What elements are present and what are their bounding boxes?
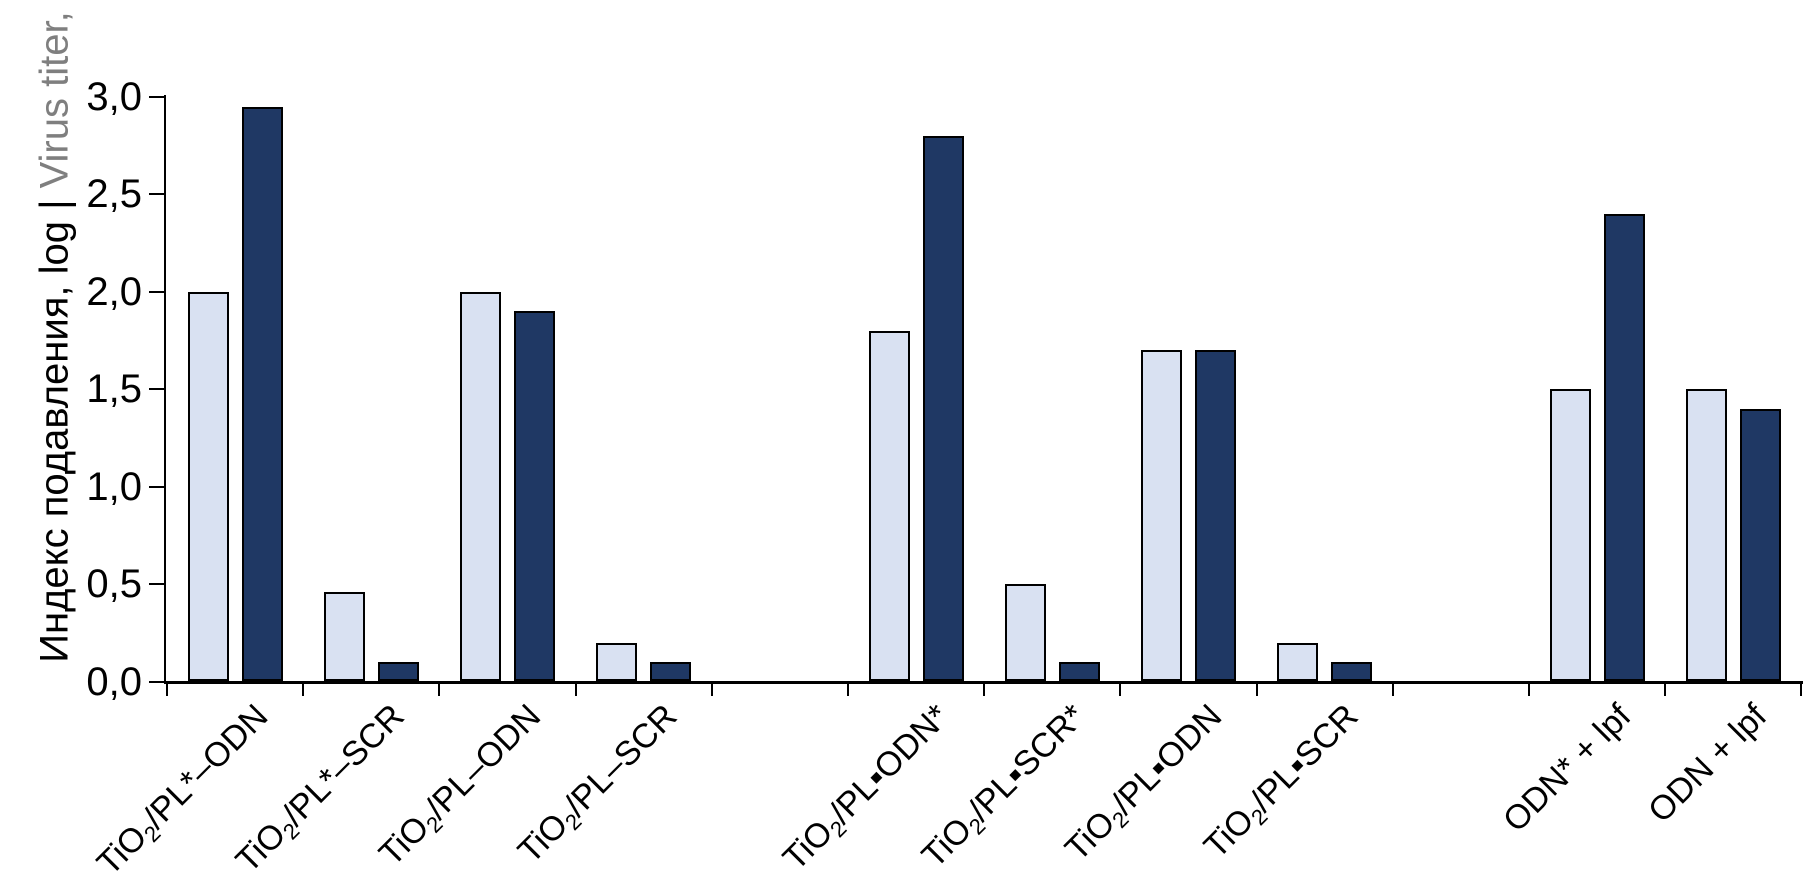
x-tick-mark xyxy=(710,682,713,696)
y-tick-mark xyxy=(148,388,166,391)
x-category-label-text: /PL▪ODN xyxy=(1104,697,1230,822)
x-tick-mark xyxy=(438,682,441,696)
bar-dark-navy-bars-4 xyxy=(650,662,692,682)
x-tick-mark xyxy=(983,682,986,696)
x-category-label-text: /PL*–ODN xyxy=(136,697,276,837)
y-tick-mark xyxy=(148,290,166,293)
bar-light-blue-bars-5 xyxy=(868,330,910,682)
x-axis-line xyxy=(163,680,1804,684)
x-tick-mark xyxy=(1800,682,1803,696)
bar-light-blue-bars-6 xyxy=(1004,584,1046,682)
y-tick-label: 3,0 xyxy=(86,75,142,119)
y-tick-label: 1,0 xyxy=(86,464,142,509)
bar-dark-navy-bars-3 xyxy=(513,311,555,682)
x-tick-mark xyxy=(574,682,577,696)
bar-light-blue-bars-1 xyxy=(187,291,229,682)
bar-light-blue-bars-2 xyxy=(323,591,365,682)
x-tick-mark xyxy=(1391,682,1394,696)
x-category-label-text: ODN* + lpf xyxy=(1495,697,1638,840)
y-tick-mark xyxy=(148,485,166,488)
bar-light-blue-bars-10 xyxy=(1685,389,1727,682)
bar-dark-navy-bars-9 xyxy=(1603,213,1645,682)
x-category-label-text: /PL–ODN xyxy=(418,697,549,827)
bar-dark-navy-bars-10 xyxy=(1739,408,1781,682)
y-tick-label: 1,5 xyxy=(86,367,142,412)
y-tick-mark xyxy=(148,193,166,196)
bar-light-blue-bars-3 xyxy=(459,291,501,682)
x-category-label-text: /PL▪SCR xyxy=(1243,697,1366,820)
bar-dark-navy-bars-5 xyxy=(922,135,964,682)
y-tick-mark xyxy=(148,583,166,586)
x-tick-mark xyxy=(1255,682,1258,696)
x-tick-mark xyxy=(1119,682,1122,696)
x-category-label-text: ODN + lpf xyxy=(1640,697,1775,831)
x-tick-mark xyxy=(302,682,305,696)
bar-dark-navy-bars-1 xyxy=(241,106,283,682)
bar-dark-navy-bars-8 xyxy=(1331,662,1373,682)
x-tick-mark xyxy=(846,682,849,696)
bar-light-blue-bars-4 xyxy=(596,642,638,682)
y-tick-label: 2,5 xyxy=(86,172,142,217)
x-category-label-text: /PL▪ODN* xyxy=(822,697,957,832)
bar-light-blue-bars-7 xyxy=(1140,350,1182,682)
bar-dark-navy-bars-2 xyxy=(377,662,419,682)
x-category-label-10: ODN + lpf xyxy=(1641,697,1775,831)
x-category-label-text: /PL▪SCR* xyxy=(961,697,1094,829)
y-tick-mark xyxy=(148,680,166,683)
y-tick-mark xyxy=(148,96,166,98)
x-category-label-text: /PL*–SCR xyxy=(275,697,413,834)
x-category-label-9: ODN* + lpf xyxy=(1495,697,1638,840)
x-tick-mark xyxy=(165,682,168,696)
y-tick-label: 0,5 xyxy=(86,562,142,607)
x-category-label-text: /PL–SCR xyxy=(557,697,685,825)
bar-light-blue-bars-9 xyxy=(1549,389,1591,682)
y-tick-label: 2,0 xyxy=(86,269,142,314)
bar-dark-navy-bars-7 xyxy=(1194,350,1236,682)
x-tick-mark xyxy=(1527,682,1530,696)
x-tick-mark xyxy=(1664,682,1667,696)
bar-light-blue-bars-8 xyxy=(1277,642,1319,682)
y-tick-label: 0,0 xyxy=(86,659,142,704)
bar-dark-navy-bars-6 xyxy=(1058,662,1100,682)
